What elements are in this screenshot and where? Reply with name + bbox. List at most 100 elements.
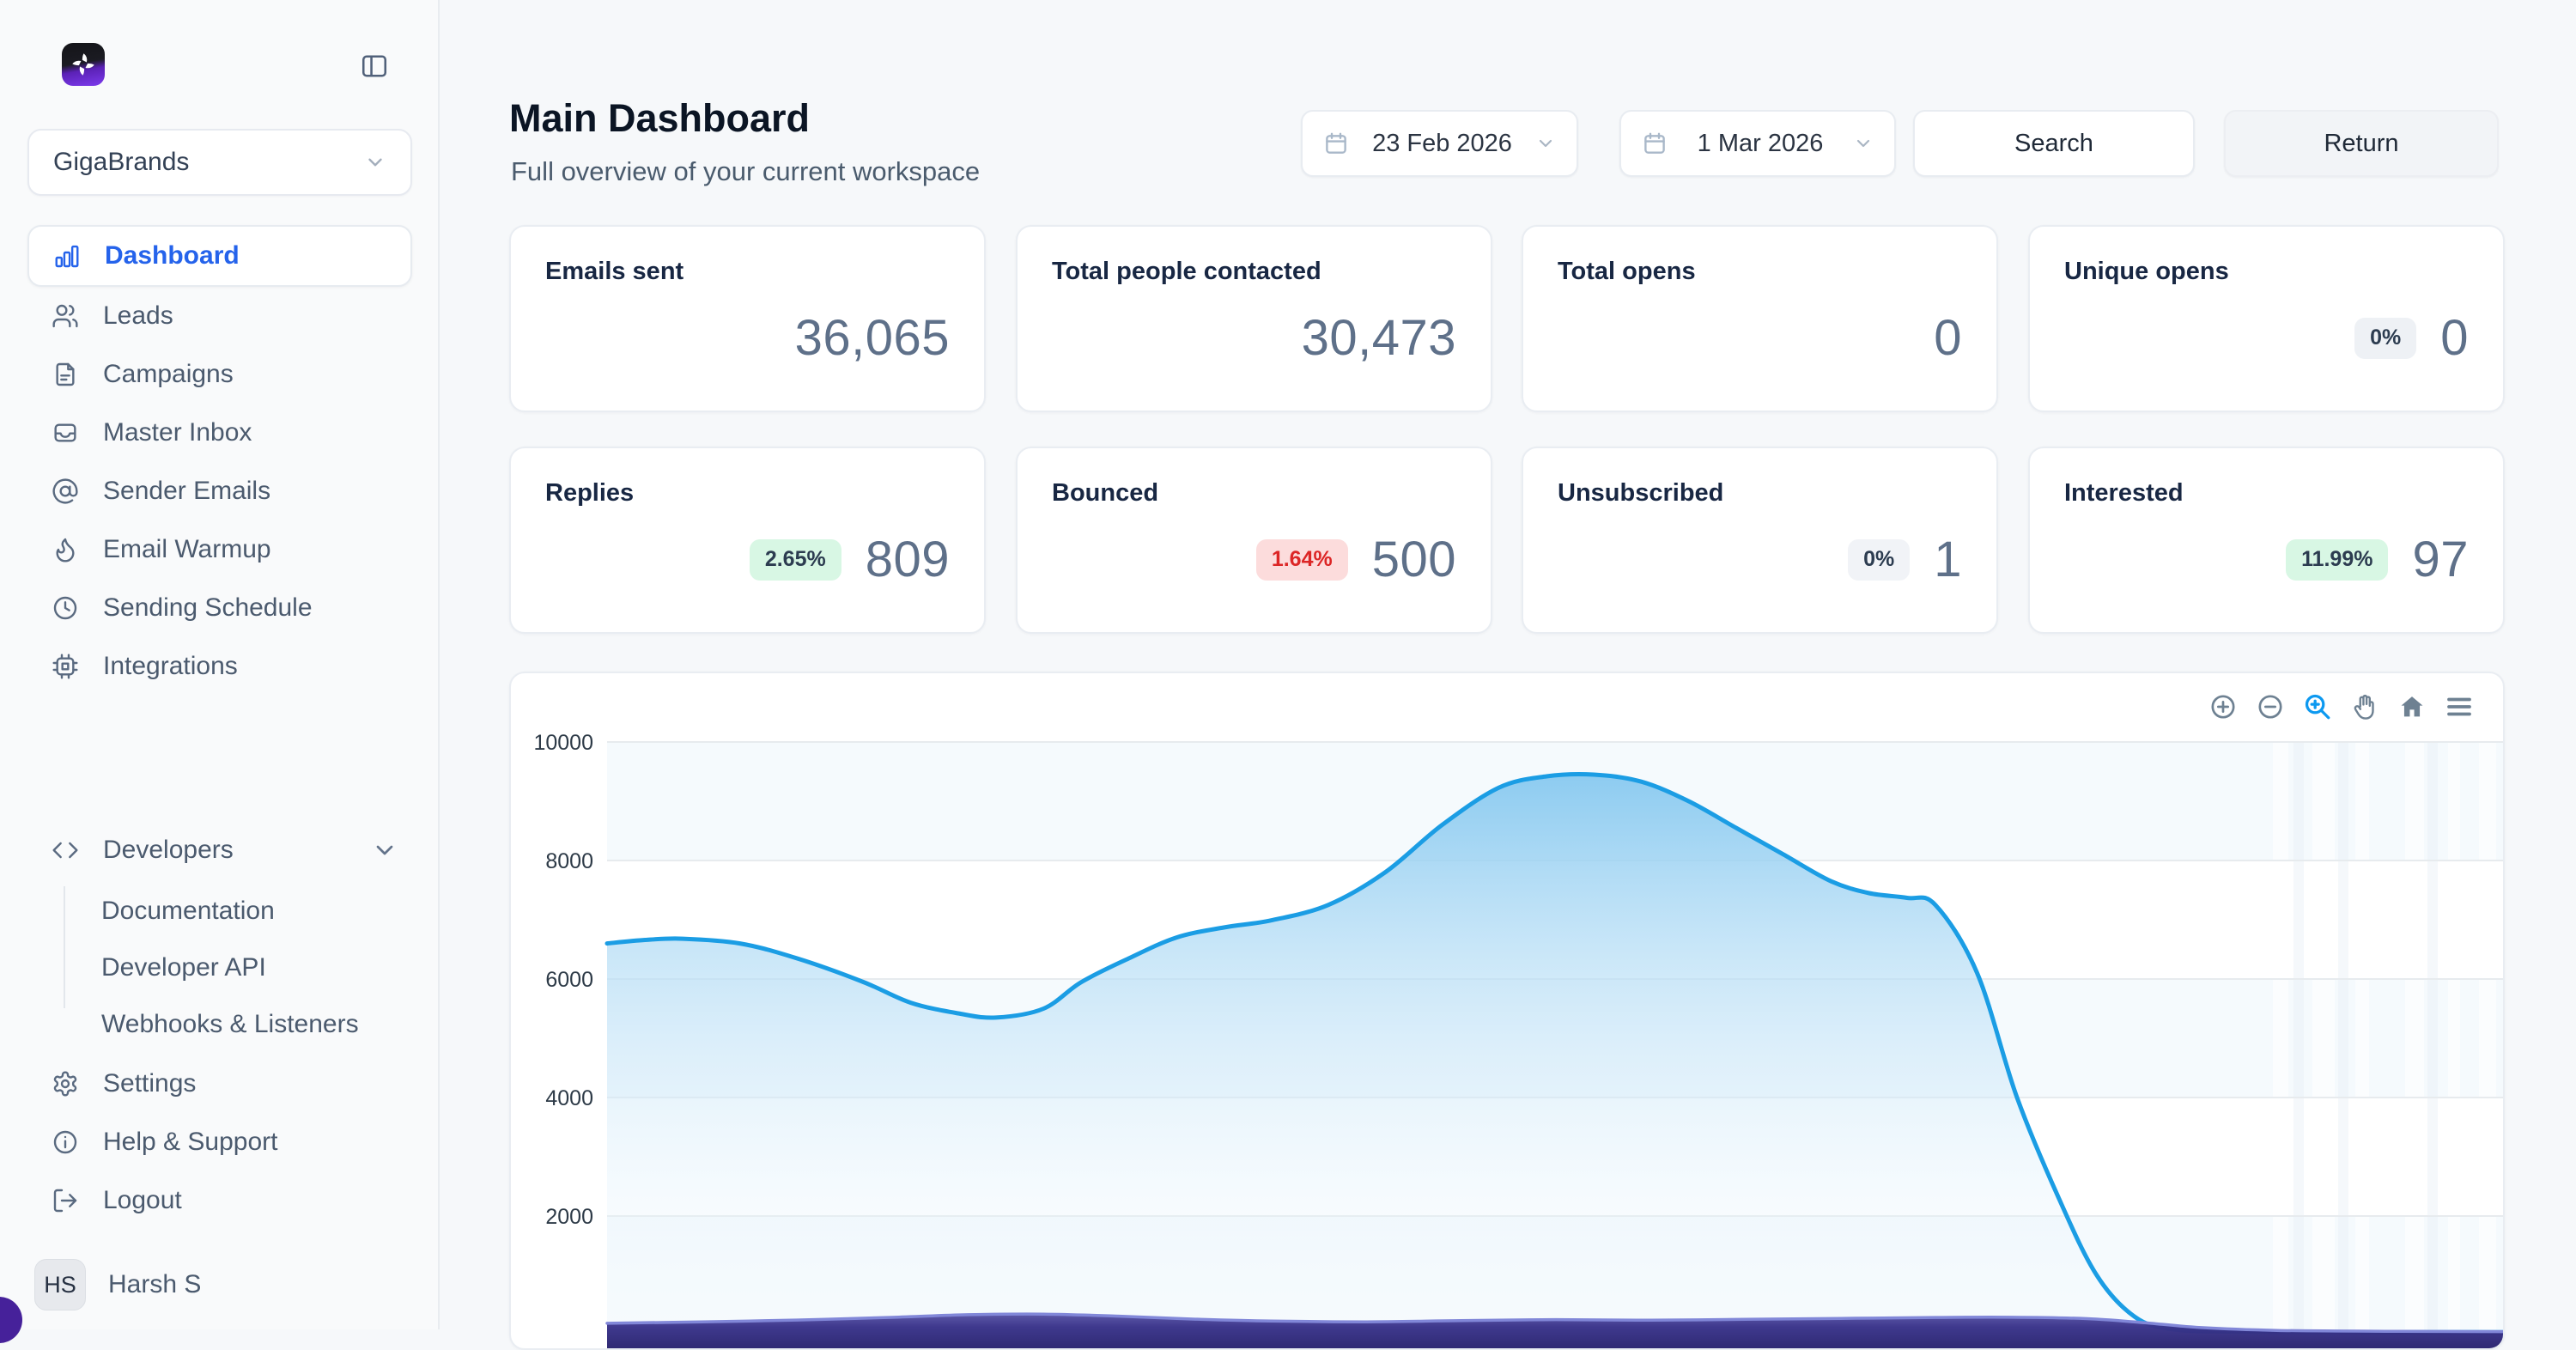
sidebar-item-label: Developers (103, 836, 234, 864)
app-logo (62, 43, 105, 86)
stat-value: 500 (1371, 532, 1456, 587)
workspace-name: GigaBrands (53, 148, 190, 176)
sidebar-item-webhooks-listeners[interactable]: Webhooks & Listeners (101, 996, 359, 1053)
zoom-out-icon[interactable] (2256, 692, 2285, 721)
code-icon (52, 836, 79, 864)
sidebar-item-developers[interactable]: Developers (0, 821, 440, 879)
stat-badge: 2.65% (749, 538, 841, 581)
sidebar: GigaBrands Dashboard Leads Campaigns (0, 0, 440, 1343)
inbox-icon (52, 419, 79, 447)
info-circle-icon (52, 1128, 79, 1156)
stat-label: Replies (545, 479, 635, 507)
avatar: HS (34, 1259, 86, 1310)
sidebar-item-label: Master Inbox (103, 418, 252, 447)
sidebar-item-sender-emails[interactable]: Sender Emails (0, 462, 440, 520)
stat-card-total-opens: Total opens 0 (1522, 225, 1998, 412)
stat-value: 809 (865, 532, 950, 587)
svg-text:6000: 6000 (545, 968, 593, 992)
pan-hand-icon[interactable] (2350, 692, 2379, 721)
sidebar-item-campaigns[interactable]: Campaigns (0, 345, 440, 404)
sidebar-item-leads[interactable]: Leads (0, 287, 440, 345)
stat-badge: 1.64% (1255, 538, 1348, 581)
sidebar-item-help-support[interactable]: Help & Support (0, 1113, 440, 1171)
sidebar-item-dashboard[interactable]: Dashboard (27, 225, 412, 287)
flame-icon (52, 536, 79, 563)
sidebar-item-integrations[interactable]: Integrations (0, 637, 440, 696)
stat-label: Total opens (1558, 258, 1696, 285)
stat-badge: 0% (2354, 317, 2417, 359)
workspace-selector[interactable]: GigaBrands (27, 129, 412, 196)
sidebar-item-label: Sender Emails (103, 477, 271, 505)
clock-icon (52, 594, 79, 622)
sidebar-item-sending-schedule[interactable]: Sending Schedule (0, 579, 440, 637)
sidebar-item-label: Integrations (103, 652, 238, 680)
document-icon (52, 361, 79, 388)
stat-card-bounced: Bounced 1.64% 500 (1016, 447, 1492, 634)
bar-chart-icon (53, 242, 81, 270)
sidebar-item-developer-api[interactable]: Developer API (101, 940, 266, 996)
calendar-icon (1323, 131, 1349, 156)
sidebar-subitem-label: Documentation (101, 897, 275, 925)
sidebar-item-settings[interactable]: Settings (0, 1055, 440, 1113)
stat-value: 0 (2440, 310, 2469, 366)
date-from-picker[interactable]: 23 Feb 2026 (1301, 110, 1578, 177)
sidebar-item-email-warmup[interactable]: Email Warmup (0, 520, 440, 579)
svg-text:4000: 4000 (545, 1086, 593, 1110)
sidebar-item-label: Help & Support (103, 1128, 278, 1156)
svg-text:10000: 10000 (533, 731, 593, 755)
selection-zoom-icon[interactable] (2303, 692, 2332, 721)
sidebar-item-documentation[interactable]: Documentation (101, 883, 275, 940)
chart-toolbar (2208, 692, 2474, 721)
page-title: Main Dashboard (509, 96, 811, 140)
sidebar-item-label: Email Warmup (103, 535, 271, 563)
page-subtitle: Full overview of your current workspace (511, 156, 981, 186)
home-reset-icon[interactable] (2397, 692, 2427, 721)
date-to-value: 1 Mar 2026 (1697, 129, 1824, 157)
submenu-guide-line (64, 886, 65, 1008)
search-button[interactable]: Search (1913, 110, 2195, 177)
stat-value: 0 (1934, 310, 1962, 366)
stat-label: Unique opens (2064, 258, 2229, 285)
return-button-label: Return (2324, 129, 2399, 157)
sidebar-subitem-label: Developer API (101, 953, 266, 982)
at-sign-icon (52, 477, 79, 505)
stat-badge: 0% (1848, 538, 1911, 581)
chat-widget-button[interactable] (0, 1297, 22, 1343)
sidebar-item-logout[interactable]: Logout (0, 1171, 440, 1230)
svg-text:2000: 2000 (545, 1205, 593, 1229)
stat-card-unsubscribed: Unsubscribed 0% 1 (1522, 447, 1998, 634)
panel-left-icon (358, 51, 391, 82)
stat-card-interested: Interested 11.99% 97 (2028, 447, 2505, 634)
stat-label: Total people contacted (1052, 258, 1321, 285)
user-menu[interactable]: HS Harsh S (34, 1259, 201, 1310)
sidebar-item-master-inbox[interactable]: Master Inbox (0, 404, 440, 462)
area-chart: 10000 8000 6000 4000 2000 (533, 731, 2503, 1348)
sidebar-collapse-button[interactable] (357, 50, 392, 82)
stat-label: Bounced (1052, 479, 1159, 507)
calendar-icon (1642, 131, 1668, 156)
stat-value: 97 (2412, 532, 2469, 587)
sidebar-item-label: Dashboard (105, 241, 240, 270)
stat-card-unique-opens: Unique opens 0% 0 (2028, 225, 2505, 412)
stat-card-replies: Replies 2.65% 809 (509, 447, 986, 634)
stat-badge: 11.99% (2286, 538, 2389, 581)
chevron-down-icon (364, 151, 386, 173)
chevron-down-icon[interactable] (371, 836, 398, 864)
sidebar-item-label: Campaigns (103, 360, 234, 388)
stat-label: Emails sent (545, 258, 684, 285)
return-button[interactable]: Return (2224, 110, 2499, 177)
zoom-in-icon[interactable] (2208, 692, 2238, 721)
analytics-chart-card: 10000 8000 6000 4000 2000 (509, 672, 2505, 1350)
stat-card-total-people-contacted: Total people contacted 30,473 (1016, 225, 1492, 412)
stat-label: Unsubscribed (1558, 479, 1724, 507)
stat-value: 30,473 (1301, 310, 1456, 366)
sidebar-item-label: Logout (103, 1186, 182, 1214)
users-icon (52, 302, 79, 330)
stat-value: 36,065 (794, 310, 950, 366)
chevron-down-icon (1535, 133, 1556, 154)
user-name: Harsh S (108, 1270, 202, 1298)
date-from-value: 23 Feb 2026 (1372, 129, 1512, 157)
date-to-picker[interactable]: 1 Mar 2026 (1619, 110, 1896, 177)
menu-icon[interactable] (2445, 692, 2474, 721)
logout-icon (52, 1187, 79, 1214)
